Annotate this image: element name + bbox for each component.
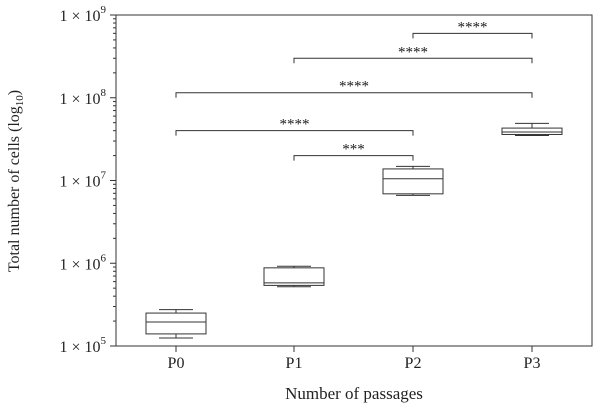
y-tick-label: 1 × 109 — [59, 4, 106, 25]
y-tick-label: 1 × 107 — [59, 170, 106, 191]
x-tick-label-p0: P0 — [168, 355, 185, 372]
y-tick-exponent: 5 — [101, 335, 107, 347]
bracket-line — [175, 92, 533, 98]
x-axis-label: Number of passages — [285, 384, 423, 403]
significance-bracket: **** — [175, 79, 533, 98]
y-tick-label: 1 × 108 — [59, 87, 106, 108]
plot-frame — [115, 14, 593, 347]
significance-label: **** — [458, 19, 488, 35]
y-tick-exponent: 6 — [101, 252, 107, 264]
y-axis-label: Total number of cells (log10) — [6, 90, 26, 272]
y-tick-base: 1 × 10 — [59, 91, 100, 108]
x-tick-label-p3: P3 — [524, 355, 541, 372]
significance-bracket: *** — [293, 142, 414, 161]
box-iqr — [382, 168, 444, 195]
y-tick-label: 1 × 106 — [59, 252, 106, 273]
box-iqr — [145, 312, 207, 335]
significance-bracket: **** — [293, 44, 533, 64]
significance-bracket: **** — [412, 19, 533, 39]
y-axis-label-close: ) — [6, 90, 23, 95]
y-tick-label: 1 × 105 — [59, 335, 106, 356]
significance-label: *** — [342, 142, 365, 158]
bracket-line — [412, 32, 533, 39]
y-tick-base: 1 × 10 — [59, 256, 100, 273]
box-p1 — [263, 265, 325, 288]
box-p2 — [382, 165, 444, 196]
bracket-line — [293, 57, 533, 64]
y-tick-base: 1 × 10 — [59, 8, 100, 25]
y-tick-exponent: 7 — [101, 170, 107, 182]
y-tick-exponent: 8 — [101, 87, 107, 99]
bracket-line — [175, 130, 414, 136]
significance-label: **** — [280, 117, 310, 133]
y-axis-label-sub: 10 — [14, 95, 26, 107]
y-tick-exponent: 9 — [101, 4, 107, 16]
box-series — [145, 122, 563, 339]
box-p3 — [501, 122, 563, 136]
bracket-line — [293, 155, 414, 161]
y-tick-base: 1 × 10 — [59, 339, 100, 356]
x-axis-ticks: P0 P1 P2 P3 — [168, 346, 541, 372]
significance-bracket: **** — [175, 117, 414, 136]
significance-label: **** — [398, 44, 428, 60]
box-iqr — [263, 267, 325, 286]
significance-brackets: ******************* — [175, 19, 533, 161]
box-iqr — [501, 127, 563, 135]
significance-label: **** — [339, 79, 369, 95]
plot-area — [115, 14, 593, 347]
y-tick-base: 1 × 10 — [59, 174, 100, 191]
y-axis-label-main: Total number of cells (log — [6, 106, 23, 272]
x-tick-label-p1: P1 — [286, 355, 303, 372]
x-tick-label-p2: P2 — [405, 355, 422, 372]
box-p0 — [145, 309, 207, 339]
